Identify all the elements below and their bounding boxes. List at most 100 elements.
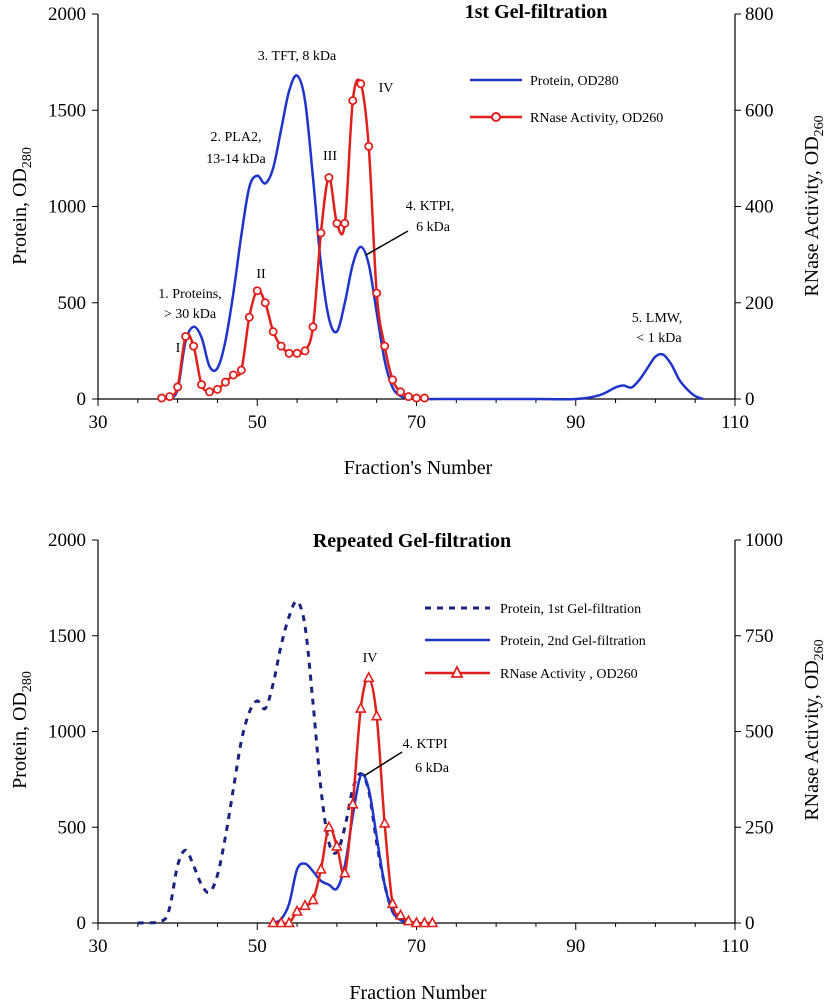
chart2-series-2-point xyxy=(394,908,407,920)
chart2-axes xyxy=(92,539,741,930)
chart1-annotation-ktpi: 4. KTPI, xyxy=(406,199,455,214)
chart2-right-tick-label: 250 xyxy=(745,817,774,838)
chart1-x-axis-label: Fraction's Number xyxy=(344,457,493,479)
chart1-right-tick-label: 200 xyxy=(745,293,774,314)
chart1-series-1-point xyxy=(388,375,398,385)
chart1-series-1-point xyxy=(165,392,175,402)
chart1-series-1-point xyxy=(292,348,302,358)
chart2-left-axis-label: Protein, OD280 xyxy=(9,671,35,789)
chart2-series-2-point xyxy=(299,899,311,911)
chart1-legend-rnase-marker xyxy=(491,112,501,122)
chart1-series-1-point xyxy=(268,327,278,337)
chart2-x-tick-label: 110 xyxy=(721,936,749,957)
chart1-ktpi-pointer xyxy=(365,230,409,256)
chart2-series-2-point xyxy=(339,866,351,878)
chart1-left-tick-label: 1000 xyxy=(48,197,86,218)
chart1-roman-i: I xyxy=(176,341,181,356)
chart1-left-tick-label: 2000 xyxy=(48,4,86,25)
chart2-tick-labels: 30 50 70 90 11005001000150020000250500750100… xyxy=(48,530,783,957)
chart2-title: Repeated Gel-filtration xyxy=(313,530,511,552)
chart2-left-tick-label: 500 xyxy=(58,817,87,838)
chart2-legend: Protein, 1st Gel-filtration Protein, 2nd… xyxy=(425,602,646,682)
chart2-series-2-point xyxy=(331,839,343,851)
chart1-annotation-lmw: 5. LMW, xyxy=(632,311,682,326)
chart2-series-2-point xyxy=(315,862,327,874)
chart1-series-1-point xyxy=(212,384,222,394)
chart2-right-tick-label: 750 xyxy=(745,626,774,647)
chart1-legend: Protein, OD280 RNase Activity, OD260 xyxy=(470,74,663,126)
chart2-x-axis-label: Fraction Number xyxy=(349,982,487,1001)
chart2-annotation-ktpi-size: 6 kDa xyxy=(415,761,450,776)
chart2-right-tick-label: 0 xyxy=(745,913,755,934)
chart1-annotation-proteins-size: > 30 kDa xyxy=(164,307,217,322)
chart2-x-tick-label: 50 xyxy=(248,936,267,957)
chart2-x-tick-label: 90 xyxy=(566,936,585,957)
chart1-left-tick-label: 0 xyxy=(77,389,87,410)
chart1-annotation-proteins: 1. Proteins, xyxy=(158,287,221,302)
chart1-series-1-point xyxy=(252,286,262,296)
chart1-annotation-pla2-size: 13-14 kDa xyxy=(206,152,266,167)
chart2-left-tick-label: 1500 xyxy=(48,626,86,647)
chart2-left-tick-label: 1000 xyxy=(48,722,86,743)
chart2-series-2-point xyxy=(354,701,367,713)
chart2-series-2-point xyxy=(426,916,439,928)
chart2-series-2-point xyxy=(410,916,423,928)
chart2-series-1-line xyxy=(272,773,409,925)
chart1-series-1-point xyxy=(396,387,406,397)
chart1-series-1-point xyxy=(348,96,358,106)
chart1-right-tick-label: 0 xyxy=(745,389,755,410)
chart2-left-tick-label: 0 xyxy=(77,913,87,934)
chart2-legend-rnase-label: RNase Activity , OD260 xyxy=(500,667,638,682)
chart1-series-1-point xyxy=(157,393,167,403)
chart1-left-axis-label: Protein, OD280 xyxy=(9,147,35,265)
chart1-series-1-point xyxy=(276,341,286,351)
chart1-series-1-point xyxy=(189,341,199,351)
chart1-right-axis-label: RNase Activity, OD260 xyxy=(801,115,827,296)
chart2-series-2-point xyxy=(267,916,280,928)
chart1-series-1-point xyxy=(308,322,318,332)
chart1-left-tick-label: 1500 xyxy=(48,100,86,121)
chart2-series-2-point xyxy=(307,893,319,905)
chart1-annotation-lmw-size: < 1 kDa xyxy=(636,331,682,346)
chart2-legend-protein2-label: Protein, 2nd Gel-filtration xyxy=(500,634,646,649)
chart1-series-1-point xyxy=(197,380,207,390)
chart1-annotation-pla2: 2. PLA2, xyxy=(211,130,262,145)
chart1-title: 1st Gel-filtration xyxy=(465,1,608,23)
chart1-series-1-point xyxy=(356,79,366,89)
chart1-series-1-point xyxy=(284,348,294,358)
chart2-legend-rnase-marker xyxy=(450,664,464,678)
chart1-annotation-tft: 3. TFT, 8 kDa xyxy=(258,49,337,64)
chart1-annotation-ktpi-size: 6 kDa xyxy=(416,220,451,235)
chart1-x-tick-label: 70 xyxy=(407,412,426,433)
chart1-series-1-point xyxy=(340,218,350,228)
chart1-roman-iii: III xyxy=(323,149,337,164)
chart1-series-1-point xyxy=(404,392,414,402)
chart1-series-1-point xyxy=(244,312,254,322)
chart1-series-1-point xyxy=(419,393,429,403)
chart1-series xyxy=(157,74,704,403)
chart1-series-1-point xyxy=(380,341,390,351)
chart1-series-1-point xyxy=(364,141,374,151)
chart1-x-tick-label: 50 xyxy=(248,412,267,433)
chart2-series-2-point xyxy=(402,914,415,926)
chart2-x-tick-label: 30 xyxy=(89,936,108,957)
chart1-left-tick-label: 500 xyxy=(58,293,87,314)
chart1-series-1-point xyxy=(236,365,246,375)
chart1-series-0-line xyxy=(168,74,704,401)
chart1-right-tick-label: 800 xyxy=(745,4,774,25)
chart2-annotation-ktpi: 4. KTPI xyxy=(402,737,447,752)
chart2-legend-protein1-label: Protein, 1st Gel-filtration xyxy=(500,602,641,617)
chart1-series-1-point xyxy=(316,228,326,238)
chart1-roman-ii: II xyxy=(256,267,266,282)
chart2-x-tick-label: 70 xyxy=(407,936,426,957)
chart2-series xyxy=(137,599,439,928)
chart2-series-2-point xyxy=(291,904,303,916)
chart1-roman-iv: IV xyxy=(379,81,394,96)
chart1-series-1-point xyxy=(173,382,183,392)
chart1-x-tick-label: 30 xyxy=(89,412,108,433)
chart1-series-1-point xyxy=(228,370,238,380)
chart1-legend-rnase-label: RNase Activity, OD260 xyxy=(530,111,663,126)
chart2-series-2-point xyxy=(386,897,399,909)
